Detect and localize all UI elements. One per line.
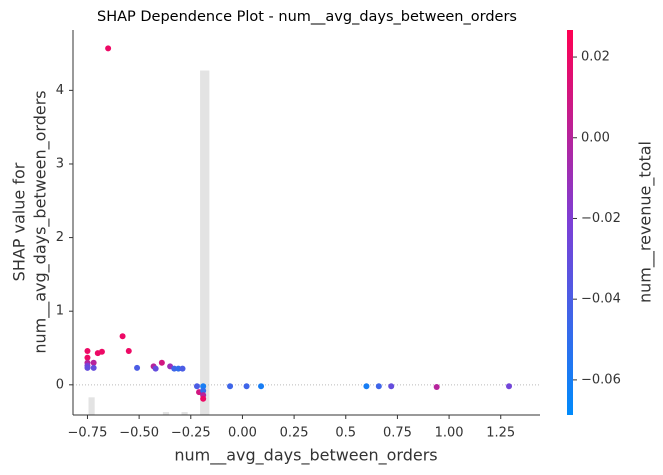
point xyxy=(179,365,186,372)
point xyxy=(90,364,97,371)
point xyxy=(171,365,178,372)
point xyxy=(200,395,207,402)
point xyxy=(243,383,250,390)
x-tick-label: −0.75 xyxy=(68,426,108,441)
point xyxy=(105,45,112,52)
colorbar-tick-label: −0.06 xyxy=(581,372,621,387)
x-tick-label: 0.75 xyxy=(383,426,412,441)
colorbar-label: num__revenue_total xyxy=(636,141,656,303)
chart-title: SHAP Dependence Plot - num__avg_days_bet… xyxy=(97,9,517,25)
point xyxy=(258,383,265,390)
histogram-bar xyxy=(200,70,210,415)
point xyxy=(506,383,513,390)
histogram-bar xyxy=(88,397,95,415)
x-tick-label: 0.5 xyxy=(335,426,356,441)
point xyxy=(84,347,91,354)
x-tick-label: −0.50 xyxy=(119,426,159,441)
histogram-bar xyxy=(162,412,170,415)
point xyxy=(200,387,207,394)
point xyxy=(84,364,91,371)
point xyxy=(98,348,105,355)
point xyxy=(158,359,165,366)
x-tick-label: 1.25 xyxy=(486,426,515,441)
x-axis-label: num__avg_days_between_orders xyxy=(174,446,437,466)
point xyxy=(375,383,382,390)
y-tick-label: 1 xyxy=(56,304,64,319)
point xyxy=(125,347,132,354)
point xyxy=(90,359,97,366)
colorbar-tick-label: 0.00 xyxy=(581,130,610,145)
point xyxy=(200,383,207,390)
y-axis-label-line: num__avg_days_between_orders xyxy=(31,90,51,353)
x-tick-label: 0.00 xyxy=(228,426,257,441)
colorbar xyxy=(567,30,573,415)
colorbar-tick-label: −0.04 xyxy=(581,292,621,307)
histogram-bar xyxy=(181,412,188,415)
colorbar-tick-label: 0.02 xyxy=(581,50,610,65)
x-tick-label: −0.25 xyxy=(171,426,211,441)
point xyxy=(388,383,395,390)
point xyxy=(119,333,126,340)
point xyxy=(152,365,159,372)
point xyxy=(134,364,141,371)
point xyxy=(227,383,234,390)
y-axis-label: SHAP value for num__avg_days_between_ord… xyxy=(10,90,51,353)
y-tick-label: 4 xyxy=(56,83,64,98)
y-tick-label: 3 xyxy=(56,156,64,171)
point xyxy=(84,354,91,361)
y-tick-label: 2 xyxy=(56,230,64,245)
point xyxy=(175,365,182,372)
colorbar-tick-label: −0.02 xyxy=(581,211,621,226)
y-axis-label-line: SHAP value for xyxy=(10,162,29,281)
point xyxy=(363,383,370,390)
x-tick-label: 1.00 xyxy=(435,426,464,441)
point xyxy=(193,383,200,390)
y-tick-label: 0 xyxy=(56,377,64,392)
x-tick-label: 0.25 xyxy=(280,426,309,441)
point xyxy=(433,384,440,391)
